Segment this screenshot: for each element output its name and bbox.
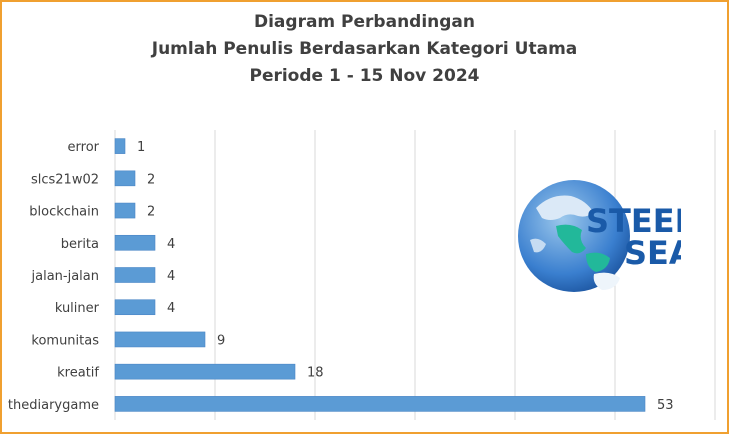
value-label-komunitas: 9 xyxy=(217,333,225,348)
category-label-slcs21w02: slcs21w02 xyxy=(31,172,99,187)
value-label-error: 1 xyxy=(137,140,145,155)
category-label-error: error xyxy=(68,140,100,155)
value-label-kreatif: 18 xyxy=(307,366,324,381)
bar-berita xyxy=(114,234,156,251)
value-label-blockchain: 2 xyxy=(147,205,155,220)
bar-jalan-jalan xyxy=(114,267,156,283)
chart-title-line-1: Diagram Perbandingan xyxy=(253,12,476,32)
bar-thediarygame xyxy=(114,396,646,412)
value-label-jalan-jalan: 4 xyxy=(167,269,175,284)
value-labels: 1 2 2 4 4 4 9 18 53 xyxy=(137,140,674,413)
chart-title-line-2: Jumlah Penulis Berdasarkan Kategori Utam… xyxy=(151,39,578,59)
category-label-thediarygame: thediarygame xyxy=(8,398,99,413)
bar-slcs21w02 xyxy=(114,170,136,187)
bar-blockchain xyxy=(114,202,136,219)
globe-icon xyxy=(518,180,630,292)
category-label-kuliner: kuliner xyxy=(55,301,100,316)
steem-sea-logo: STEEM SEA xyxy=(518,180,681,292)
bar-komunitas xyxy=(114,331,206,348)
category-label-kreatif: kreatif xyxy=(57,366,99,381)
value-label-berita: 4 xyxy=(167,237,175,252)
value-label-kuliner: 4 xyxy=(167,301,175,316)
category-labels: error slcs21w02 blockchain berita jalan-jala… xyxy=(8,140,100,413)
category-label-berita: berita xyxy=(61,237,99,252)
chart-title-line-3: Periode 1 - 15 Nov 2024 xyxy=(249,66,480,86)
bars xyxy=(114,138,646,412)
category-label-blockchain: blockchain xyxy=(29,205,99,220)
category-label-komunitas: komunitas xyxy=(31,333,99,348)
category-label-jalan-jalan: jalan-jalan xyxy=(31,269,99,284)
bar-error xyxy=(114,138,126,154)
bar-kuliner xyxy=(114,299,156,316)
value-label-slcs21w02: 2 xyxy=(147,172,155,187)
bar-kreatif xyxy=(114,363,296,380)
logo-text-line-2: SEA xyxy=(624,234,681,272)
value-label-thediarygame: 53 xyxy=(657,398,674,413)
logo-text-line-1: STEEM xyxy=(586,202,681,240)
